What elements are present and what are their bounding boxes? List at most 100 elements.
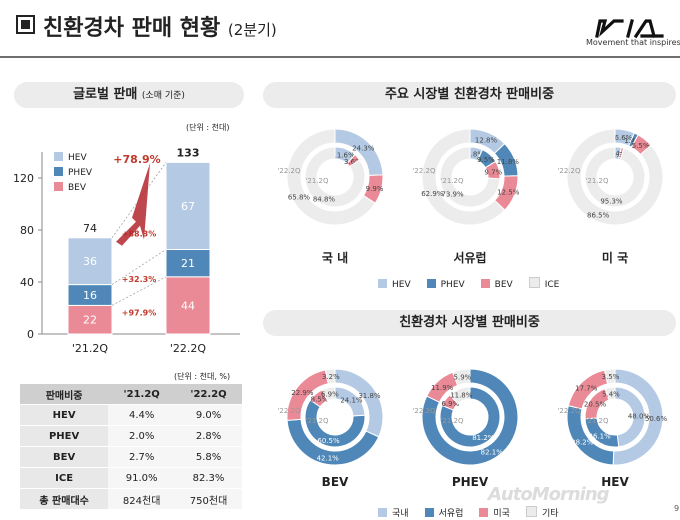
y-tick-label: 80 — [20, 224, 34, 237]
inner-ring-year-label: '21.2Q — [440, 417, 464, 425]
legend-item: HEV — [378, 279, 411, 290]
donut-value-label: 6.6% — [615, 134, 633, 142]
legend-label: PHEV — [440, 280, 465, 290]
legend-item: 기타 — [525, 506, 559, 519]
table-row: ICE 91.0% 82.3% — [20, 467, 242, 489]
donut-value-label: 24.3% — [352, 144, 375, 152]
donut-slice-3 — [421, 128, 506, 226]
table-header-cell: 판매비중 — [20, 384, 109, 405]
donut-slice-1 — [304, 399, 366, 448]
legend-swatch — [378, 279, 387, 288]
legend-swatch — [54, 182, 63, 191]
legend-swatch — [479, 508, 489, 517]
market-share-legend: HEV PHEV BEV ICE — [378, 272, 575, 291]
donut-value-label: 11.8% — [497, 158, 520, 166]
bar-value-label: 44 — [181, 299, 195, 312]
table-cell: 2.8% — [175, 425, 242, 447]
legend-label: PHEV — [68, 168, 93, 178]
donut-value-label: 5.5% — [632, 142, 650, 150]
region-share-legend: 국내 서유럽 미국 기타 — [378, 501, 575, 520]
donut-value-label: 9.9% — [366, 185, 384, 193]
legend-item-hev: HEV — [54, 152, 92, 163]
donut-slice-3 — [449, 386, 471, 405]
bar-value-label: 21 — [181, 257, 195, 270]
table-cell: 4.4% — [108, 404, 176, 426]
donut-value-label: 11.6% — [332, 152, 355, 160]
inner-ring-year-label: '21.2Q — [305, 417, 329, 425]
legend-item: PHEV — [426, 279, 465, 290]
bar-total-label: 74 — [83, 222, 97, 235]
global-sales-title-note: (소매 기준) — [141, 91, 185, 101]
segment-growth-label: +88.3% — [122, 230, 156, 239]
donut-value-label: 6.9% — [321, 391, 339, 399]
donut-value-label: 11.8% — [450, 392, 473, 400]
inner-ring-year-label: '21.2Q — [585, 177, 609, 185]
donut-slice-3 — [603, 368, 616, 385]
outer-ring-year-label: '22.2Q — [412, 167, 436, 175]
donut-value-label: 3.4% — [609, 150, 627, 158]
outer-ring-year-label: '22.2Q — [277, 407, 301, 415]
donut-value-label: 28.2% — [571, 439, 594, 447]
donut-value-label: 31.8% — [358, 392, 381, 400]
bar-chart-unit: (단위 : 천대) — [186, 123, 230, 132]
donut-value-label: 48.0% — [628, 412, 651, 420]
donut-value-label: 62.9% — [421, 190, 444, 198]
header-divider — [0, 56, 680, 58]
donut-value-label: 1.4% — [624, 137, 642, 145]
donut-value-label: 3.2% — [322, 373, 340, 381]
donut-value-label: 3.6% — [344, 158, 362, 166]
donut-title: 국 내 — [322, 250, 348, 265]
table-row-header: 총 판매대수 — [20, 488, 109, 510]
donut-value-label: 95.3% — [600, 198, 623, 206]
legend-swatch — [480, 279, 490, 288]
table-row-header: BEV — [20, 446, 109, 468]
table-cell: 824천대 — [108, 488, 176, 510]
table-row-header: HEV — [20, 404, 109, 426]
legend-swatch — [54, 152, 63, 161]
outer-ring-year-label: '22.2Q — [277, 167, 301, 175]
donut-value-label: 6.8% — [466, 151, 484, 159]
total-growth-label: +78.9% — [113, 153, 160, 166]
donut-value-label: 5.9% — [454, 374, 472, 382]
page-title-text: 친환경차 판매 현황 — [43, 16, 221, 41]
market-share-section-title: 주요 시장별 친환경차 판매비중 — [263, 82, 676, 108]
segment-growth-label: +32.3% — [122, 275, 156, 284]
outer-ring-year-label: '22.2Q — [412, 407, 436, 415]
outer-ring-year-label: '22.2Q — [557, 407, 581, 415]
y-tick-label: 40 — [20, 276, 34, 289]
global-sales-panel-title: 글로벌 판매 (소매 기준) — [14, 82, 244, 108]
donut-value-label: 81.2% — [472, 434, 495, 442]
donut-value-label: 73.9% — [441, 190, 464, 198]
legend-swatch — [525, 506, 537, 517]
inner-ring-year-label: '21.2Q — [440, 177, 464, 185]
watermark: AutoMorning — [488, 484, 610, 505]
donut-title: 서유럽 — [453, 250, 486, 265]
legend-swatch — [378, 508, 387, 517]
bar-value-label: 16 — [83, 289, 97, 302]
legend-label: HEV — [68, 153, 87, 163]
legend-label: ICE — [544, 280, 560, 290]
bar-total-label: 133 — [177, 146, 200, 159]
bar-segment-hev — [67, 237, 113, 286]
bar-value-label: 36 — [83, 255, 97, 268]
donut-slice-3 — [286, 128, 376, 226]
connector-line — [111, 249, 167, 285]
donut-value-label: 42.1% — [317, 454, 340, 462]
donut-slice-3 — [304, 146, 366, 208]
y-tick-label: 120 — [13, 172, 34, 185]
table-unit: (단위 : 천대, %) — [174, 372, 231, 381]
table-row: BEV 2.7% 5.8% — [20, 446, 242, 468]
donut-value-label: 65.8% — [288, 194, 311, 202]
inner-ring-year-label: '21.2Q — [585, 417, 609, 425]
donut-title: BEV — [322, 475, 349, 489]
table-cell: 5.8% — [175, 446, 242, 468]
bar-value-label: 67 — [181, 200, 195, 213]
bar-value-label: 22 — [83, 314, 97, 327]
legend-label: 기타 — [541, 509, 559, 519]
donut-title: 미 국 — [602, 250, 628, 265]
table-row-header: PHEV — [20, 425, 109, 447]
legend-item: BEV — [480, 279, 513, 290]
table-header-row: 판매비중 '21.2Q '22.2Q — [20, 384, 242, 405]
donut-slice-3 — [321, 386, 336, 402]
table-cell: 750천대 — [175, 488, 242, 510]
